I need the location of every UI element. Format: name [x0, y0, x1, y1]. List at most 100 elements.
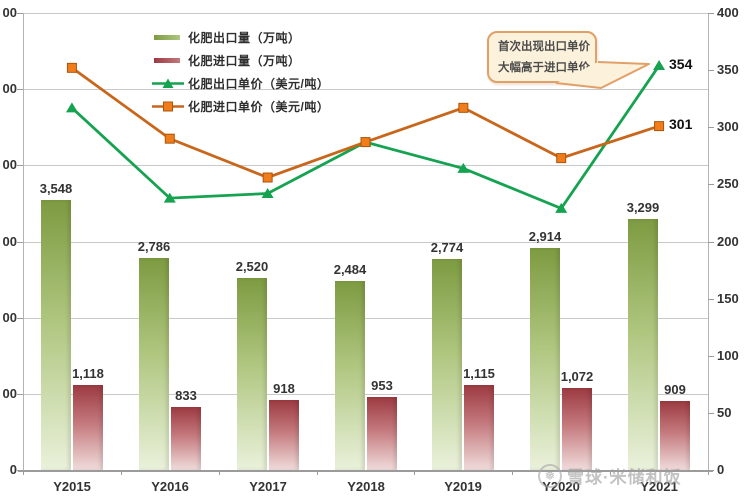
bar-value-label: 2,520 — [235, 259, 269, 274]
bar-value-label: 3,548 — [39, 181, 73, 196]
bar-import — [171, 407, 201, 470]
left-axis-tick-label: 00 — [2, 5, 17, 20]
left-axis-line — [23, 13, 24, 470]
snowflake-glyph: ❅ — [544, 468, 556, 483]
left-axis-tick-label: 00 — [2, 157, 17, 172]
bar-export — [335, 281, 365, 470]
gridline — [23, 394, 708, 395]
bar-export — [432, 259, 462, 470]
triangle-marker — [261, 188, 274, 199]
x-axis-tick — [219, 470, 220, 475]
x-axis-tick — [610, 470, 611, 475]
square-marker — [556, 153, 567, 164]
annotation-line2: 大幅高于进口单价 — [498, 62, 590, 74]
triangle-marker — [555, 202, 568, 213]
square-marker — [654, 121, 665, 132]
bar-value-label: 918 — [273, 381, 295, 396]
bar-export — [139, 258, 169, 470]
bar-value-label: 2,484 — [333, 262, 367, 277]
right-axis-tick-label: 400 — [717, 5, 739, 20]
left-axis-tick-label: 00 — [2, 386, 17, 401]
legend-item-import-volume: 化肥进口量（万吨） — [151, 49, 329, 72]
bar-import — [367, 397, 397, 470]
x-axis-label: Y2017 — [249, 479, 287, 494]
square-marker — [66, 62, 77, 73]
x-axis-tick — [317, 470, 318, 475]
legend-label-export-price: 化肥出口单价（美元/吨） — [188, 77, 330, 91]
export-price-swatch — [152, 78, 184, 88]
legend-item-export-price: 化肥出口单价（美元/吨） — [151, 72, 329, 95]
legend: 化肥出口量（万吨） 化肥进口量（万吨） 化肥出口单价（美元/吨） 化肥进口单价（美元/… — [151, 26, 329, 118]
bar-value-label: 2,774 — [430, 240, 464, 255]
x-axis-label: Y2021 — [640, 479, 678, 494]
left-axis-tick-label: 00 — [2, 310, 17, 325]
value-end-label: 354 — [669, 56, 693, 72]
bar-value-label: 1,118 — [72, 366, 104, 381]
right-axis-tick-label: 150 — [717, 291, 739, 306]
left-axis-tick — [17, 242, 23, 243]
legend-label-import-volume: 化肥进口量（万吨） — [188, 54, 301, 68]
gridline — [23, 89, 708, 90]
bar-value-label: 2,914 — [528, 229, 562, 244]
left-axis-tick-label: 0 — [9, 462, 17, 477]
right-axis-tick-label: 100 — [717, 348, 739, 363]
import-volume-swatch — [154, 58, 180, 63]
bar-import — [73, 385, 103, 470]
triangle-marker — [359, 136, 372, 147]
bar-value-label: 2,786 — [137, 239, 171, 254]
bar-export — [41, 200, 71, 470]
legend-item-export-volume: 化肥出口量（万吨） — [151, 26, 329, 49]
right-axis-tick-label: 0 — [717, 462, 725, 477]
left-axis-tick — [17, 318, 23, 319]
x-axis-tick — [512, 470, 513, 475]
gridline — [23, 242, 708, 243]
bar-value-label: 833 — [175, 388, 197, 403]
watermark-text: 雪球·米储和饭 — [567, 468, 682, 487]
right-axis-tick-label: 300 — [717, 119, 739, 134]
gridline — [23, 165, 708, 166]
right-axis-tick — [708, 127, 714, 128]
left-axis-tick-label: 00 — [2, 234, 17, 249]
right-axis-tick — [708, 242, 714, 243]
right-axis-tick — [708, 470, 714, 471]
bar-value-label: 3,299 — [626, 200, 660, 215]
import-price-swatch — [152, 101, 184, 112]
right-axis-tick — [708, 13, 714, 14]
x-axis-line — [18, 470, 713, 472]
legend-item-import-price: 化肥进口单价（美元/吨） — [151, 95, 329, 118]
left-axis-tick — [17, 394, 23, 395]
bar-value-label: 953 — [371, 378, 393, 393]
bar-export — [628, 219, 658, 470]
x-axis-tick — [708, 470, 709, 475]
legend-label-export-volume: 化肥出口量（万吨） — [188, 31, 301, 45]
left-axis-tick — [17, 89, 23, 90]
plot-top-border — [23, 13, 708, 14]
x-axis-tick — [121, 470, 122, 475]
snowflake-logo-icon: ❅ — [538, 463, 562, 488]
right-axis-tick-label: 200 — [717, 234, 739, 249]
bar-value-label: 1,115 — [463, 366, 495, 381]
right-axis-tick — [708, 299, 714, 300]
right-axis-tick-label: 250 — [717, 176, 739, 191]
triangle-marker — [653, 60, 666, 71]
x-axis-tick — [23, 470, 24, 475]
x-axis-label: Y2019 — [444, 479, 482, 494]
x-axis-label: Y2016 — [151, 479, 189, 494]
bar-export — [237, 278, 267, 470]
square-marker — [262, 172, 273, 183]
square-marker — [458, 102, 469, 113]
bar-import — [464, 385, 494, 470]
export-volume-swatch — [154, 35, 180, 40]
right-axis-line — [708, 13, 709, 470]
bar-import — [660, 401, 690, 470]
bar-value-label: 1,072 — [560, 369, 594, 384]
x-axis-tick — [414, 470, 415, 475]
right-axis-tick — [708, 413, 714, 414]
bar-export — [530, 248, 560, 470]
value-end-label: 301 — [669, 116, 693, 132]
gridline — [23, 318, 708, 319]
right-axis-tick-label: 350 — [717, 62, 739, 77]
left-axis-tick — [17, 13, 23, 14]
bar-import — [562, 388, 592, 470]
